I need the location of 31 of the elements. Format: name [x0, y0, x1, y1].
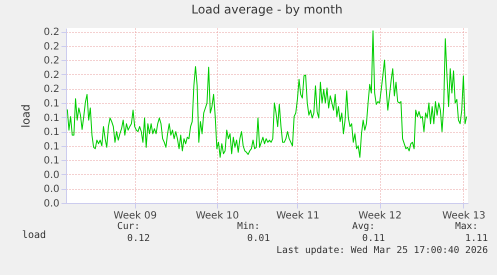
y-tick-label: 0.1 [44, 156, 60, 167]
y-tick-label: 0.0 [44, 184, 60, 196]
y-tick-label: 0.1 [44, 98, 60, 110]
y-tick-label: 0.1 [44, 112, 60, 124]
y-tick-label: 0.1 [44, 141, 60, 152]
text: Last update: Wed Mar 25 17:00:40 2026 [276, 245, 488, 256]
y-tick-label: 0.2 [44, 41, 60, 52]
x-tick-label: Week 09 [114, 210, 157, 222]
y-tick-label: 0.2 [44, 27, 60, 38]
text: Cur: [117, 221, 140, 232]
y-axis-title: load [20, 104, 33, 128]
text: load [22, 230, 46, 241]
x-tick-label: Week 10 [196, 210, 240, 222]
text: 0.12 [127, 233, 150, 244]
y-tick-label: 0.2 [44, 56, 60, 67]
text: Avg: [352, 221, 375, 232]
x-tick-label: Week 11 [276, 210, 320, 222]
text: 1.11 [465, 233, 488, 244]
text: 0.11 [362, 233, 385, 244]
text: 0.01 [247, 233, 270, 244]
text: Min: [237, 221, 260, 232]
y-tick-label: 0.2 [44, 70, 60, 81]
x-tick-label: Week 12 [358, 210, 402, 222]
line-series [66, 30, 468, 158]
text: Max: [455, 221, 478, 232]
y-tick-label: 0.0 [44, 198, 60, 210]
y-tick-label: 0.1 [44, 127, 60, 138]
x-tick-label: Week 13 [442, 210, 486, 222]
chart-title: Load average - by month [191, 2, 343, 17]
y-tick-label: 0.0 [44, 170, 60, 181]
y-tick-label: 0.2 [44, 84, 60, 96]
